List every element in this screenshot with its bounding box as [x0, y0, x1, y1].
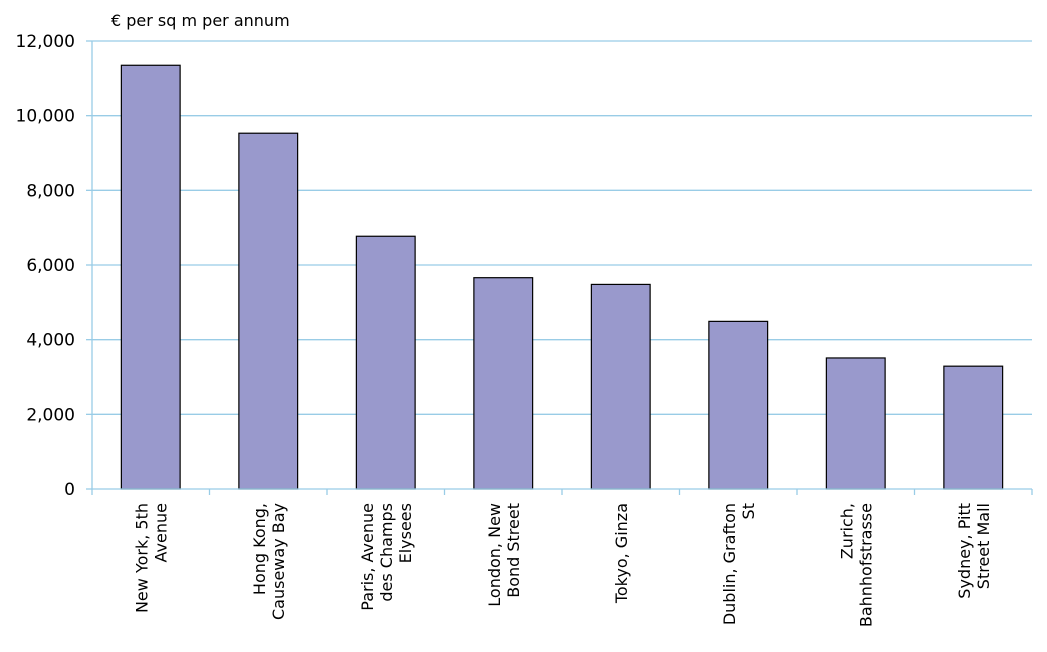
- x-tick-labels: New York, 5th Avenue Hong Kong, Causeway Ba…: [132, 503, 993, 627]
- x-tick-label-line: Paris, Avenue: [358, 503, 377, 611]
- gridlines: [92, 40, 1032, 415]
- bars: [120, 64, 1004, 490]
- y-tick-label: 0: [64, 480, 75, 500]
- x-tick-label: New York, 5th Avenue: [132, 503, 170, 613]
- x-tick-label: London, New Bond Street: [485, 503, 523, 607]
- bar: [120, 64, 181, 490]
- bar: [238, 132, 299, 490]
- x-tick-label-line: St: [739, 503, 758, 519]
- x-tick-label-line: Bond Street: [504, 503, 523, 598]
- y-tick-label: 8,000: [26, 181, 75, 201]
- x-tick-label-line: New York, 5th: [132, 503, 151, 613]
- y-tick-labels: 0 2,000 4,000 6,000 8,000 10,000 12,000: [16, 32, 75, 500]
- x-tick-label: Zurich, Bahnhofstrasse: [837, 503, 875, 627]
- bar: [473, 277, 534, 490]
- y-tick-label: 2,000: [26, 405, 75, 425]
- x-tick-label-line: Dublin, Grafton: [720, 503, 739, 625]
- x-tick-label: Sydney, Pitt Street Mall: [955, 503, 993, 599]
- x-tick-label-line: Zurich,: [837, 503, 856, 559]
- y-tick-label: 12,000: [16, 32, 75, 52]
- bar: [825, 357, 886, 490]
- bar: [943, 365, 1004, 490]
- y-axis-unit-label: € per sq m per annum: [111, 11, 290, 30]
- y-tick-label: 4,000: [26, 331, 75, 351]
- x-tick-label-line: Street Mall: [974, 503, 993, 589]
- x-tick-label-line: Bahnhofstrasse: [856, 503, 875, 627]
- axes: [86, 40, 1033, 495]
- x-tick-label: Hong Kong, Causeway Bay: [250, 503, 288, 620]
- y-tick-label: 6,000: [26, 256, 75, 276]
- x-tick-label-line: Tokyo, Ginza: [612, 503, 631, 604]
- bar: [355, 235, 416, 490]
- x-tick-label-line: Causeway Bay: [269, 503, 288, 620]
- x-tick-label-line: Avenue: [151, 503, 170, 562]
- x-tick-label-line: London, New: [485, 503, 504, 607]
- x-tick-label: Paris, Avenue des Champs Elysees: [358, 503, 415, 611]
- bar: [590, 283, 651, 490]
- x-tick-label-line: Sydney, Pitt: [955, 503, 974, 599]
- x-tick-label-line: des Champs: [377, 503, 396, 602]
- x-tick-label: Tokyo, Ginza: [612, 503, 631, 604]
- x-tick-label-line: Hong Kong,: [250, 503, 269, 595]
- x-tick-label-line: Elysees: [396, 503, 415, 563]
- x-tick-label: Dublin, Grafton St: [720, 503, 758, 625]
- bar: [708, 320, 769, 490]
- y-tick-label: 10,000: [16, 107, 75, 127]
